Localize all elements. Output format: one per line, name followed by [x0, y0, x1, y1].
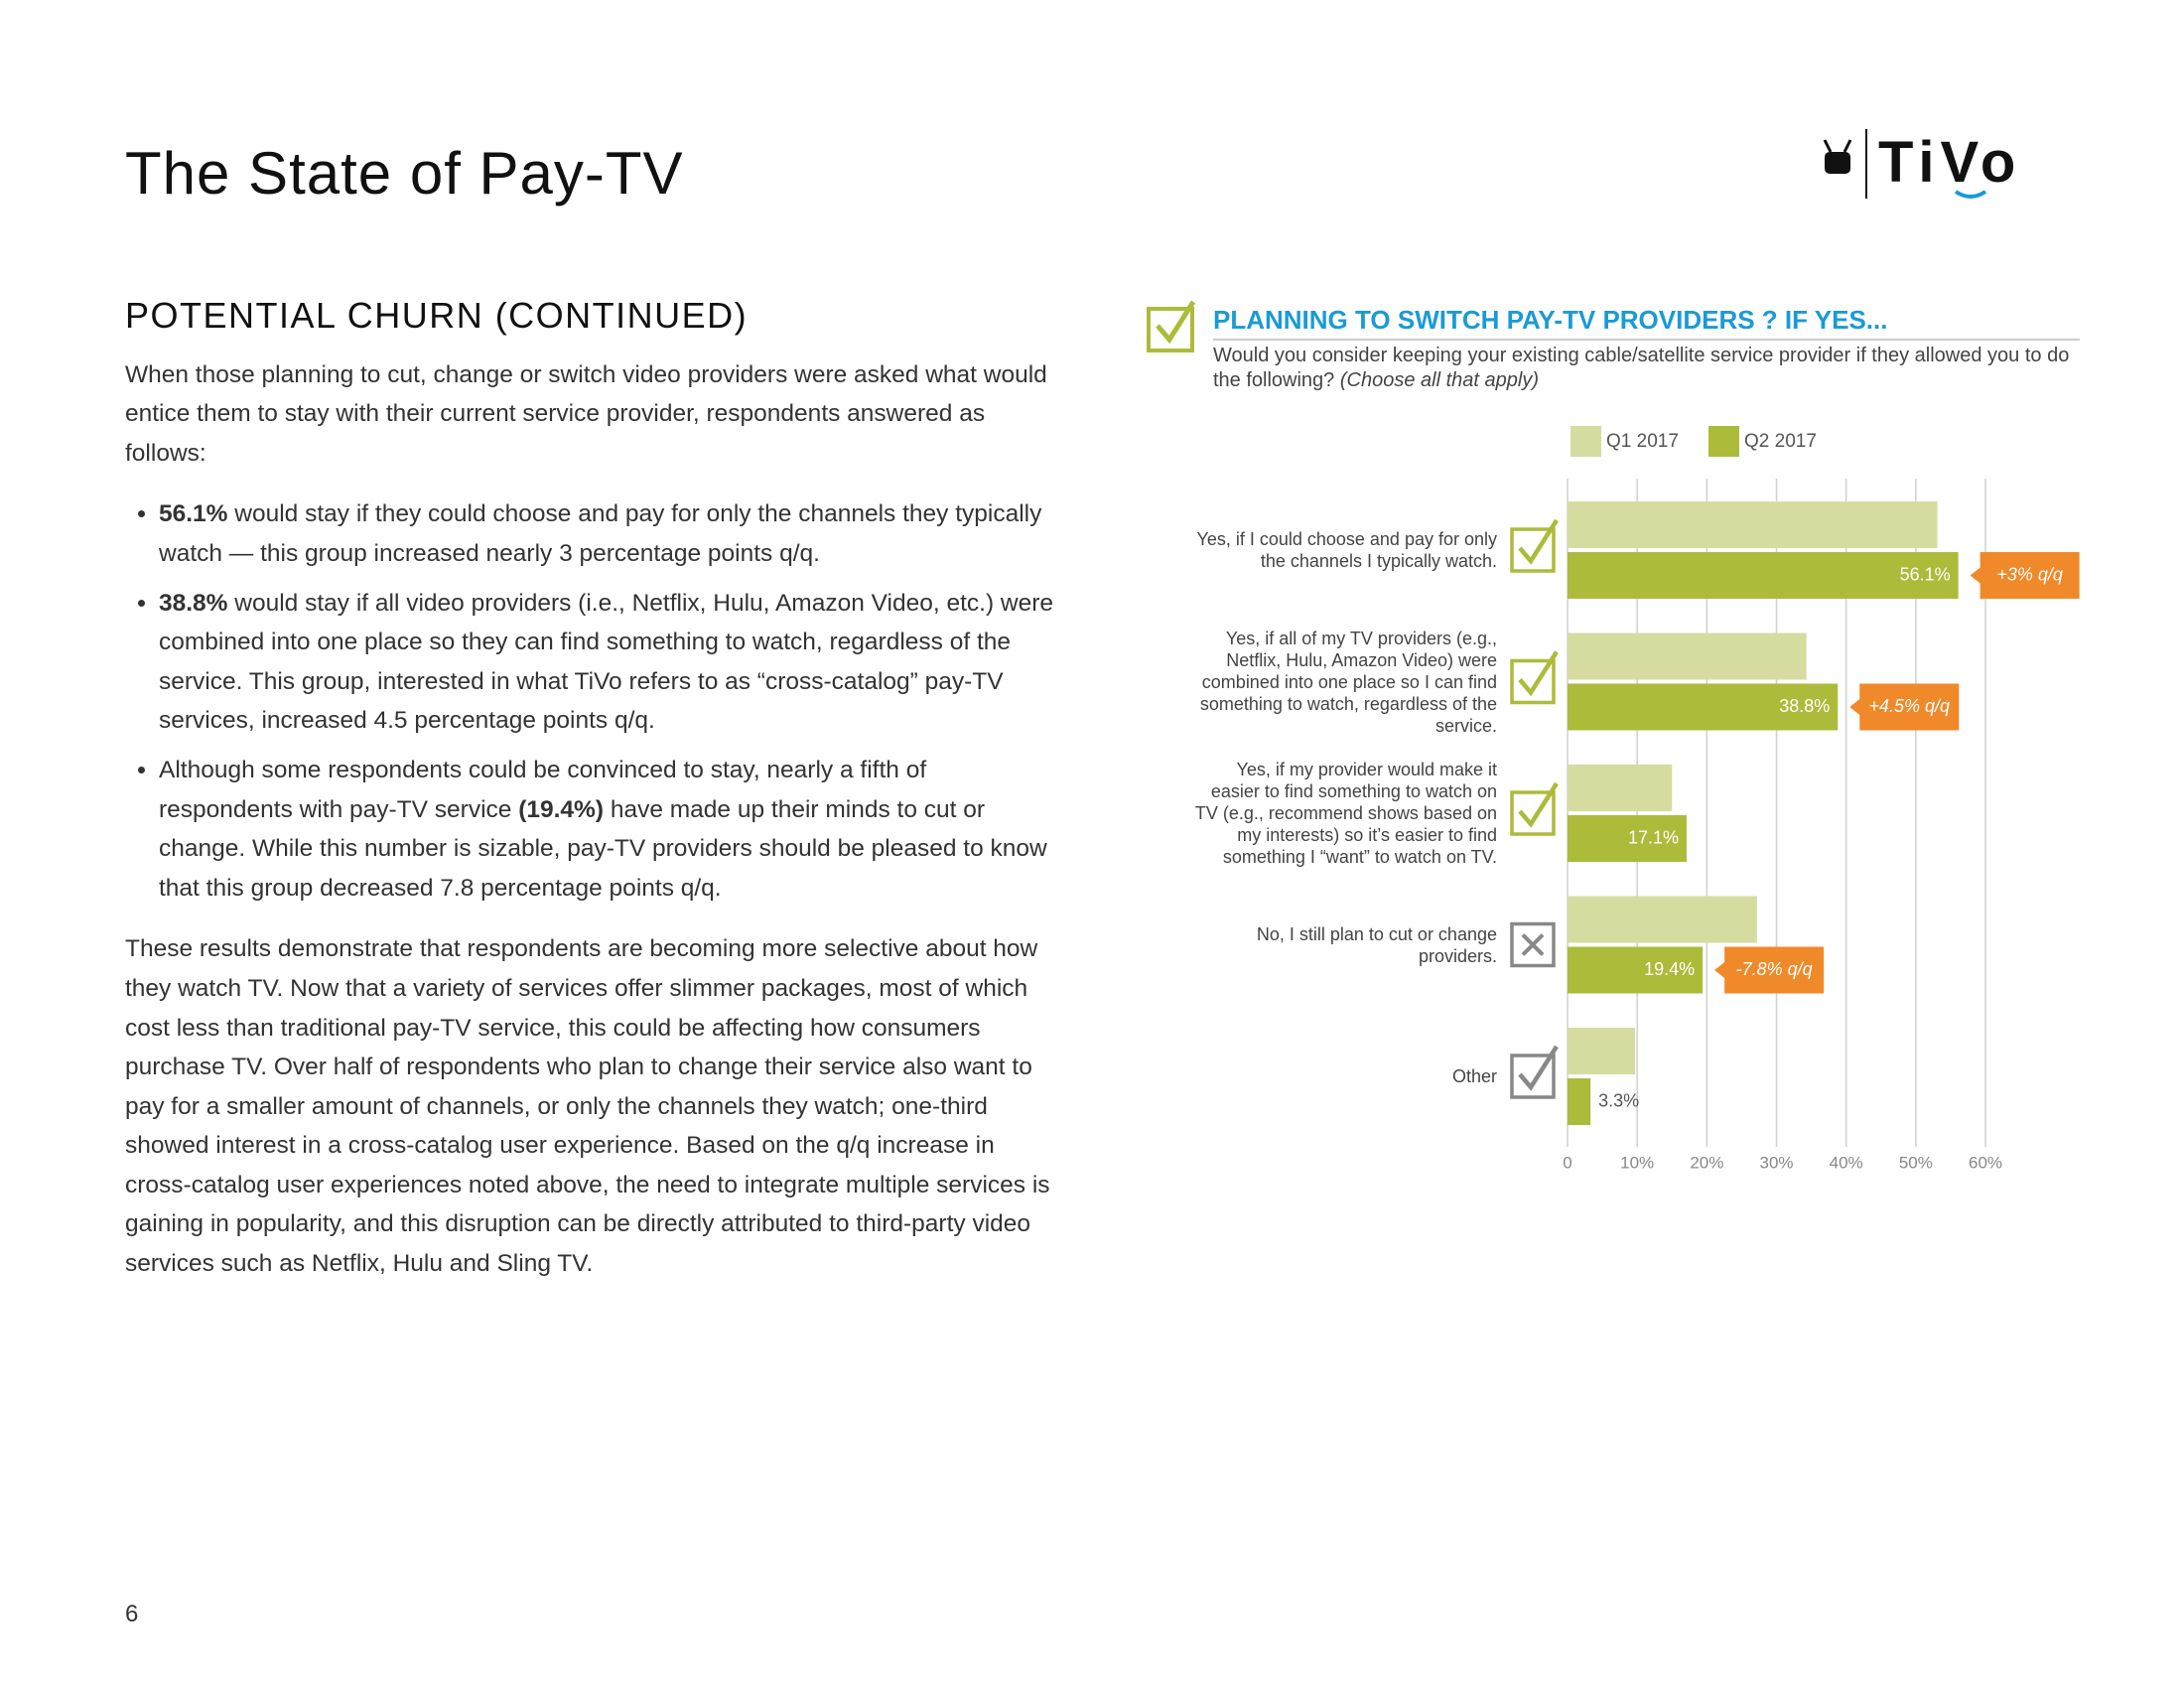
category-icon [1510, 658, 1556, 705]
page-number: 6 [125, 1601, 139, 1627]
bar [1568, 633, 1807, 680]
section-heading: POTENTIAL CHURN (CONTINUED) [125, 295, 749, 336]
logo-smile [1954, 190, 1987, 199]
category-icon [1510, 790, 1556, 836]
category-icon [1518, 518, 1559, 565]
chart-title: PLANNING TO SWITCH PAY-TV PROVIDERS ? IF… [1213, 305, 1887, 335]
annotation-box [1970, 552, 2080, 599]
category-icon [1510, 921, 1556, 968]
bullet: 38.8% would stay if all video providers … [159, 584, 1058, 741]
category-label: Yes, if I could choose and pay for only … [1196, 529, 1497, 571]
category-label-box: No, I still plan to cut or change provid… [1256, 923, 1497, 966]
text: would stay if they could choose and pay … [159, 500, 1042, 567]
bar [1568, 501, 1938, 548]
subtitle-text: Would you consider keeping your existing… [1213, 345, 2070, 391]
annotation: +4.5% q/q [1868, 696, 1950, 716]
logo-icon [1825, 152, 1850, 174]
category-icon [1518, 1045, 1559, 1091]
category-label-box: Yes, if all of my TV providers (e.g., Ne… [1199, 628, 1497, 736]
bold-text: (19.4%) [518, 795, 605, 823]
logo-icon [1843, 139, 1852, 153]
annotation-box [1714, 946, 1825, 994]
category-label: Yes, if all of my TV providers (e.g., Ne… [1199, 628, 1497, 736]
bar [1568, 946, 1704, 994]
x-tick-label: 50% [1899, 1153, 1933, 1172]
category-label-box: Other [1451, 1066, 1497, 1086]
x-tick-label: 20% [1690, 1153, 1723, 1172]
bar [1568, 896, 1757, 943]
text: Although some respondents could be convi… [159, 756, 927, 823]
data-label: 19.4% [1644, 959, 1695, 979]
data-label: 38.8% [1779, 696, 1830, 716]
bar [1568, 1078, 1591, 1125]
text: would stay if all video providers (i.e.,… [159, 589, 1054, 735]
page-title: The State of Pay-TV [125, 140, 684, 207]
article: POTENTIAL CHURN (CONTINUED) When those p… [125, 296, 1058, 1306]
logo-icon [1823, 139, 1833, 153]
category-label: No, I still plan to cut or change provid… [1256, 923, 1497, 966]
data-label: 3.3% [1598, 1090, 1639, 1110]
subtitle-note: (Choose all that apply) [1339, 369, 1539, 391]
legend-swatch [1570, 426, 1601, 457]
bold-text: 56.1% [159, 500, 228, 528]
bold-text: 38.8% [159, 589, 228, 617]
data-label: 17.1% [1628, 827, 1679, 847]
bar [1568, 552, 1959, 599]
logo: TiVo [1823, 129, 2021, 199]
paragraph: When those planning to cut, change or sw… [125, 360, 1047, 467]
legend-label: Q1 2017 [1606, 431, 1679, 452]
bullet: 56.1% would stay if they could choose an… [159, 494, 1058, 573]
bullet: Although some respondents could be convi… [159, 751, 1058, 908]
annotation-box [1849, 683, 1960, 731]
logo-text: TiVo [1878, 130, 2021, 195]
x-tick-label: 60% [1969, 1153, 2002, 1172]
category-label-box: Yes, if my provider would make it easier… [1194, 760, 1497, 867]
bar [1568, 683, 1839, 731]
chart: PLANNING TO SWITCH PAY-TV PROVIDERS ? IF… [1147, 300, 2087, 1172]
paragraph: These results demonstrate that responden… [125, 935, 1050, 1278]
chart-icon [1147, 307, 1194, 352]
category-icon [1510, 1054, 1556, 1099]
bar [1568, 765, 1673, 811]
category-label: Other [1451, 1066, 1497, 1086]
subtitle: Would you consider keeping your existing… [1213, 344, 2087, 393]
legend-swatch [1708, 426, 1739, 457]
x-tick-label: 30% [1759, 1153, 1793, 1172]
x-tick-label: 40% [1830, 1153, 1863, 1172]
legend-label: Q2 2017 [1744, 431, 1817, 452]
bar [1568, 1028, 1636, 1074]
category-icon [1510, 527, 1556, 573]
data-label: 56.1% [1900, 564, 1951, 584]
category-icon [1518, 781, 1559, 828]
annotation: +3% q/q [1996, 564, 2063, 584]
chart-icon [1156, 300, 1196, 345]
category-label-box: Yes, if I could choose and pay for only … [1196, 529, 1497, 571]
bar [1568, 815, 1687, 862]
category-label: Yes, if my provider would make it easier… [1194, 760, 1497, 867]
category-icon [1521, 933, 1545, 956]
bullet-list: 56.1% would stay if they could choose an… [125, 494, 1058, 908]
category-icon [1518, 650, 1559, 697]
x-tick-label: 0 [1563, 1153, 1571, 1172]
x-tick-label: 10% [1620, 1153, 1654, 1172]
annotation: -7.8% q/q [1736, 959, 1813, 979]
text: have made up their minds to cut or chang… [159, 795, 1047, 902]
subtitle-box: Would you consider keeping your existing… [1213, 344, 2087, 393]
